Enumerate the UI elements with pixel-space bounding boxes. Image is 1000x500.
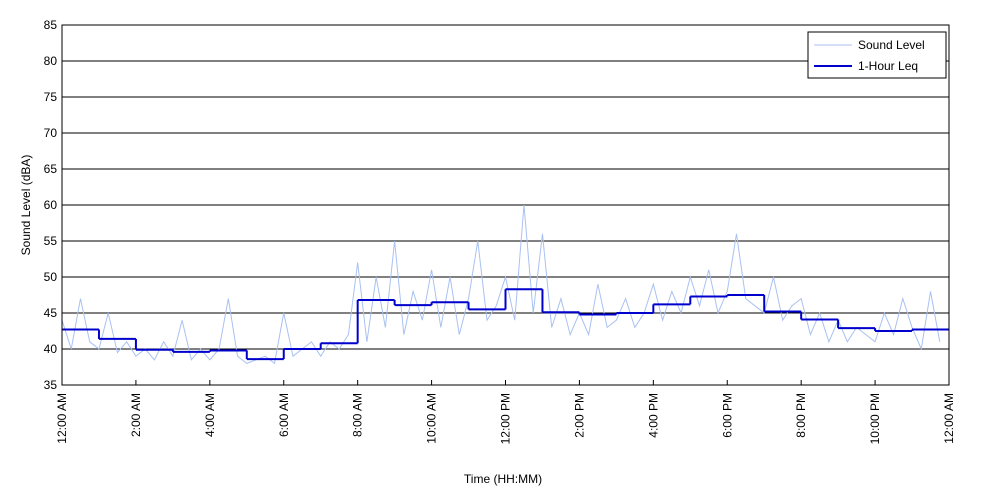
x-tick-label: 8:00 AM: [351, 393, 365, 437]
x-tick-label: 6:00 PM: [720, 393, 734, 438]
y-tick-label: 45: [44, 306, 58, 320]
x-tick-label: 4:00 PM: [646, 393, 660, 438]
y-tick-label: 50: [44, 270, 58, 284]
y-tick-label: 80: [44, 54, 58, 68]
x-tick-label: 10:00 PM: [868, 393, 882, 444]
y-tick-label: 40: [44, 342, 58, 356]
x-tick-label: 12:00 PM: [499, 393, 513, 444]
legend-box: [807, 31, 947, 79]
x-tick-label: 6:00 AM: [277, 393, 291, 437]
y-axis-label: Sound Level (dBA): [19, 155, 33, 256]
y-tick-label: 65: [44, 162, 58, 176]
sound-level-line: [62, 204, 941, 365]
y-tick-label: 35: [44, 378, 58, 392]
y-tick-label: 85: [44, 18, 58, 32]
x-tick-label: 4:00 AM: [203, 393, 217, 437]
x-tick-label: 12:00 AM: [55, 393, 69, 444]
legend-label: 1-Hour Leq: [858, 59, 918, 73]
x-tick-label: 10:00 AM: [425, 393, 439, 444]
y-tick-label: 75: [44, 90, 58, 104]
x-tick-label: 12:00 AM: [942, 393, 956, 444]
legend-label: Sound Level: [858, 38, 925, 52]
x-tick-label: 8:00 PM: [794, 393, 808, 438]
x-axis-label: Time (HH:MM): [464, 472, 542, 486]
y-tick-label: 60: [44, 198, 58, 212]
y-tick-label: 70: [44, 126, 58, 140]
y-tick-label: 55: [44, 234, 58, 248]
x-tick-label: 2:00 AM: [129, 393, 143, 437]
plot-frame: [61, 24, 950, 386]
x-tick-label: 2:00 PM: [572, 393, 586, 438]
